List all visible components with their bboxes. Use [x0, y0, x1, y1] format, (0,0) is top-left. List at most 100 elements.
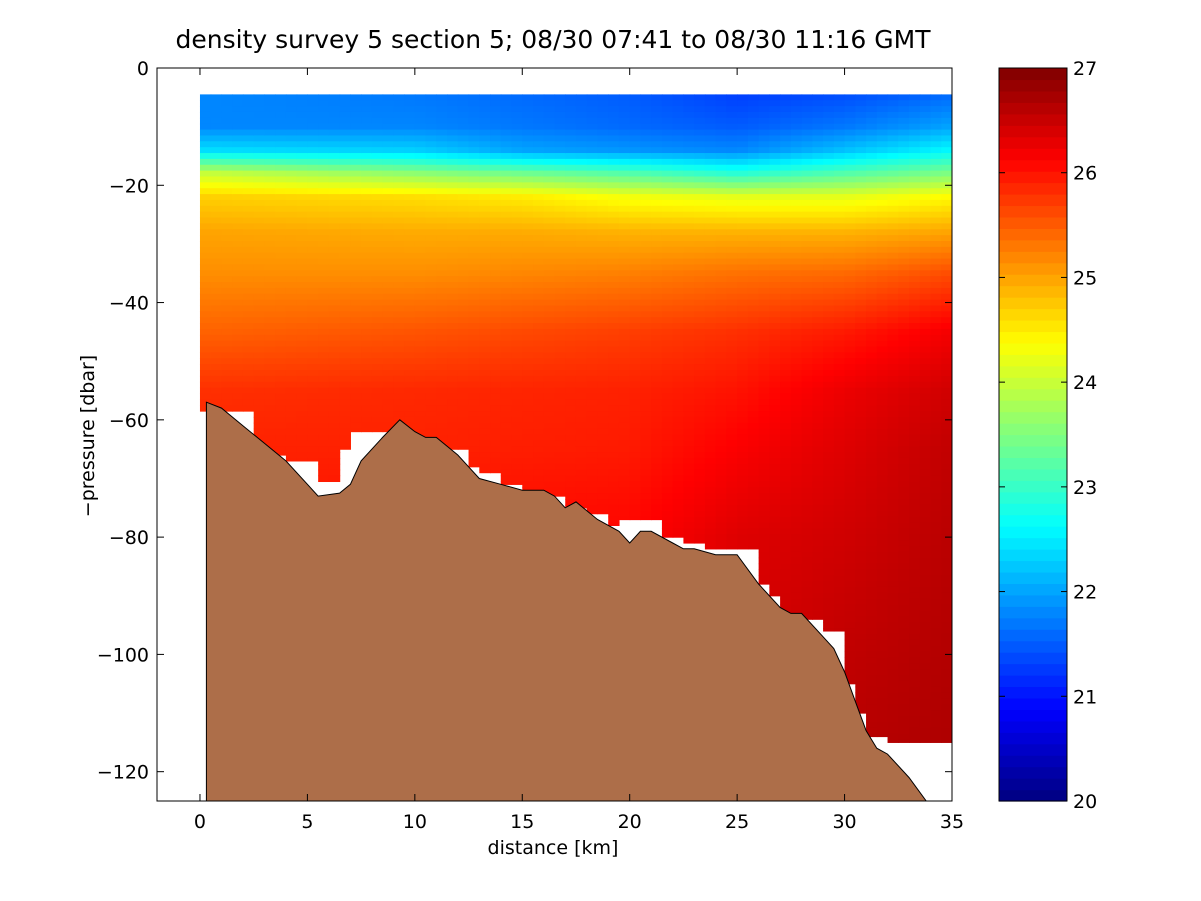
density-cell: [414, 370, 427, 377]
density-cell: [199, 270, 212, 277]
density-cell: [500, 422, 513, 430]
density-cell: [490, 188, 502, 195]
density-cell: [876, 317, 889, 324]
density-cell: [629, 282, 642, 289]
density-cell: [909, 475, 921, 483]
density-cell: [661, 188, 674, 195]
density-cell: [232, 287, 244, 295]
density-cell: [393, 153, 405, 160]
density-cell: [640, 516, 652, 521]
density-cell: [866, 487, 878, 494]
density-cell: [447, 147, 459, 154]
density-cell: [876, 516, 889, 524]
density-cell: [522, 205, 534, 213]
density-cell: [618, 117, 631, 125]
density-cell: [651, 457, 663, 465]
density-cell: [285, 358, 298, 365]
density-cell: [199, 205, 212, 213]
density-cell: [597, 352, 609, 359]
density-cell: [747, 364, 760, 371]
density-cell: [844, 422, 856, 430]
density-cell: [737, 411, 749, 418]
density-cell: [704, 528, 717, 535]
density-cell: [726, 416, 738, 424]
density-cell: [533, 229, 545, 236]
density-cell: [565, 135, 577, 142]
density-cell: [382, 264, 394, 271]
density-cell: [565, 246, 577, 254]
density-cell: [919, 422, 932, 430]
density-cell: [253, 240, 266, 248]
density-cell: [618, 499, 631, 506]
density-cell: [468, 370, 480, 377]
density-cell: [909, 663, 921, 670]
density-cell: [704, 457, 717, 465]
density-cell: [844, 217, 856, 224]
density-cell: [382, 199, 394, 207]
density-cell: [586, 487, 599, 494]
density-cell: [919, 123, 932, 131]
density-cell: [285, 282, 298, 289]
density-cell: [898, 422, 910, 430]
density-cell: [887, 282, 899, 289]
density-cell: [694, 534, 706, 541]
density-cell: [382, 399, 394, 406]
density-cell: [447, 311, 459, 318]
density-cell: [565, 416, 577, 424]
density-cell: [909, 651, 921, 658]
density-cell: [232, 252, 244, 260]
density-cell: [275, 194, 287, 201]
density-cell: [683, 416, 695, 424]
density-cell: [425, 282, 437, 289]
density-cell: [436, 334, 448, 342]
density-cell: [704, 147, 717, 154]
density-cell: [812, 270, 824, 277]
density-cell: [876, 704, 889, 711]
density-cell: [844, 487, 856, 494]
density-cell: [876, 633, 889, 641]
density-cell: [812, 358, 824, 365]
density-cell: [586, 205, 599, 213]
density-cell: [618, 411, 631, 418]
density-cell: [790, 153, 803, 160]
density-cell: [823, 328, 835, 336]
density-cell: [457, 217, 470, 224]
density-cell: [382, 352, 394, 359]
density-cell: [683, 534, 695, 541]
density-cell: [608, 463, 620, 471]
density-cell: [661, 364, 674, 371]
density-cell: [361, 217, 373, 224]
density-cell: [543, 440, 556, 447]
density-cell: [801, 258, 813, 266]
density-cell: [253, 100, 266, 107]
density-cell: [919, 153, 932, 160]
density-cell: [457, 364, 470, 371]
density-cell: [790, 540, 803, 547]
density-cell: [876, 698, 889, 705]
density-cell: [468, 240, 480, 248]
density-cell: [608, 422, 620, 430]
density-cell: [833, 211, 846, 219]
density-cell: [221, 188, 233, 195]
density-cell: [823, 141, 835, 148]
density-cell: [823, 229, 835, 236]
density-cell: [887, 405, 899, 412]
density-cell: [758, 117, 770, 125]
density-cell: [511, 393, 523, 400]
density-cell: [801, 223, 813, 230]
density-cell: [844, 287, 856, 295]
density-cell: [898, 235, 910, 242]
density-cell: [371, 182, 384, 189]
density-cell: [511, 205, 523, 213]
density-cell: [640, 469, 652, 477]
density-cell: [522, 469, 534, 477]
density-cell: [436, 117, 448, 125]
density-cell: [715, 106, 727, 113]
density-cell: [683, 481, 695, 488]
density-cell: [715, 334, 727, 342]
density-cell: [844, 317, 856, 324]
density-cell: [790, 422, 803, 430]
density-cell: [844, 463, 856, 471]
density-cell: [490, 393, 502, 400]
density-cell: [425, 434, 437, 439]
